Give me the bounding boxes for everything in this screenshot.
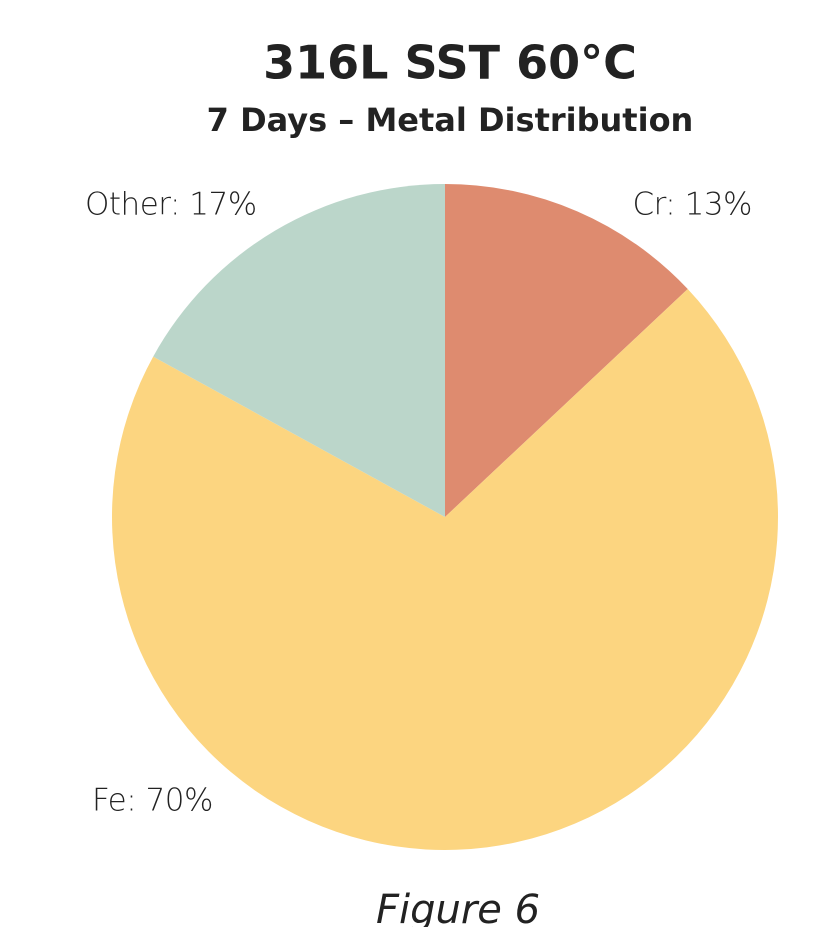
- slice-label: Fe: 70%: [92, 783, 213, 819]
- figure-caption: Figure 6: [376, 887, 540, 927]
- slice-label: Other: 17%: [85, 187, 257, 223]
- pie-slice: [445, 184, 688, 517]
- chart-subtitle: 7 Days – Metal Distribution: [207, 101, 694, 139]
- pie-slice: [153, 184, 445, 517]
- slice-label: Cr: 13%: [632, 187, 752, 223]
- chart-title: 316L SST 60°C: [263, 36, 637, 90]
- pie-slice: [111, 289, 778, 851]
